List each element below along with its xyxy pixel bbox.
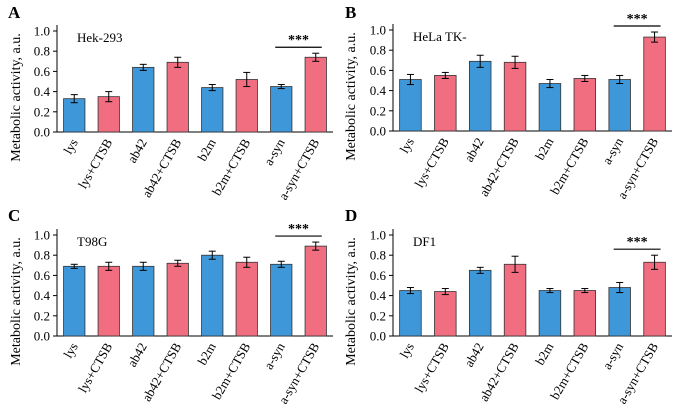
bar [270,86,293,133]
bar [434,75,457,132]
y-tick-label: 0.6 [370,268,387,283]
y-tick-label: 0.8 [370,43,386,58]
y-tick-label: 0.2 [34,308,50,323]
cell-line-title: T98G [77,234,107,249]
category-label: lys+CTSB [75,340,116,395]
y-axis-label: Metabolic activity, a.u. [9,237,24,366]
bar [399,290,422,337]
y-tick-label: 0.8 [370,248,386,263]
bar [538,290,562,337]
category-label: lys [60,136,81,157]
significance-stars: *** [288,222,309,237]
category-label: lys+CTSB [75,136,116,191]
panel-letter: A [8,3,21,22]
y-tick-label: 1.0 [370,23,386,38]
bar [399,79,422,132]
y-axis-label: Metabolic activity, a.u. [9,33,24,162]
bar [608,79,631,132]
bar [468,269,492,337]
bar [538,83,562,132]
y-tick-label: 0.4 [34,288,51,303]
significance-stars: *** [627,12,648,27]
panel-a: A Metabolic activity, a.u. 0.0 0.2 0.4 0.6 0.8… [8,3,333,202]
bar [434,291,457,337]
category-label: b2m [532,135,557,163]
panel-letter: D [345,206,357,225]
significance-stars: *** [627,235,648,250]
bar [166,61,189,133]
y-tick-label: 0.0 [34,125,50,140]
category-label: lys [396,340,417,361]
bar [468,60,492,132]
bar [235,261,258,337]
y-tick-label: 0.0 [34,329,50,344]
category-label: a-syn [261,136,288,168]
bar [201,254,224,337]
cell-line-title: Hek-293 [77,30,123,45]
category-label: a-syn [599,135,626,167]
y-axis-label: Metabolic activity, a.u. [344,32,359,161]
y-tick-label: 0.8 [34,44,50,59]
bar [608,287,631,337]
y-tick-label: 0.8 [34,248,50,263]
y-tick-label: 0.4 [34,84,51,99]
category-label: b2m [532,340,557,368]
category-label: b2m [194,136,219,164]
bar [132,265,155,337]
bar [304,56,327,133]
y-tick-label: 0.0 [370,124,386,139]
category-label: a-syn [599,340,626,372]
category-label: a-syn [261,340,288,372]
panel-d: D Metabolic activity, a.u. 0.0 0.2 0.4 0.6 0.8… [344,206,672,406]
bar [97,265,120,337]
y-tick-label: 0.6 [34,268,51,283]
y-tick-label: 0.2 [370,308,386,323]
y-tick-label: 1.0 [34,228,50,243]
cell-line-title: HeLa TK- [413,29,467,44]
y-tick-label: 0.6 [370,63,387,78]
y-tick-label: 1.0 [34,24,50,39]
bar [63,98,86,133]
y-tick-label: 0.2 [370,103,386,118]
y-tick-label: 0.6 [34,64,51,79]
category-label: ab42 [124,136,150,165]
bar [132,66,155,133]
bar [270,263,293,337]
y-tick-label: 1.0 [370,228,386,243]
bar [573,290,597,337]
category-label: ab42 [124,340,150,369]
panel-letter: B [345,3,356,22]
category-label: b2m [194,340,219,368]
significance-stars: *** [288,33,309,48]
category-label: ab42 [461,135,487,164]
y-tick-label: 0.4 [370,83,387,98]
bar [304,245,327,337]
bar [643,36,666,132]
bar [166,262,189,337]
bar [235,79,258,133]
y-tick-label: 0.4 [370,288,387,303]
bar [201,87,224,133]
category-label: lys+CTSB [411,340,452,395]
panel-letter: C [8,206,20,225]
category-label: lys [396,135,417,156]
y-tick-label: 0.0 [370,329,386,344]
panel-c: C Metabolic activity, a.u. 0.0 0.2 0.4 0.6 0.8… [8,206,333,406]
category-label: lys+CTSB [411,135,452,190]
bar [573,78,597,132]
y-tick-label: 0.2 [34,104,50,119]
bar [503,61,527,132]
category-label: lys [60,340,81,361]
panel-b: B Metabolic activity, a.u. 0.0 0.2 0.4 0.6 0.8… [344,3,672,201]
y-axis-label: Metabolic activity, a.u. [344,237,359,366]
bar [643,261,666,337]
bar [503,263,527,337]
category-label: ab42 [461,340,487,369]
bar [63,265,86,337]
cell-line-title: DF1 [413,234,436,249]
